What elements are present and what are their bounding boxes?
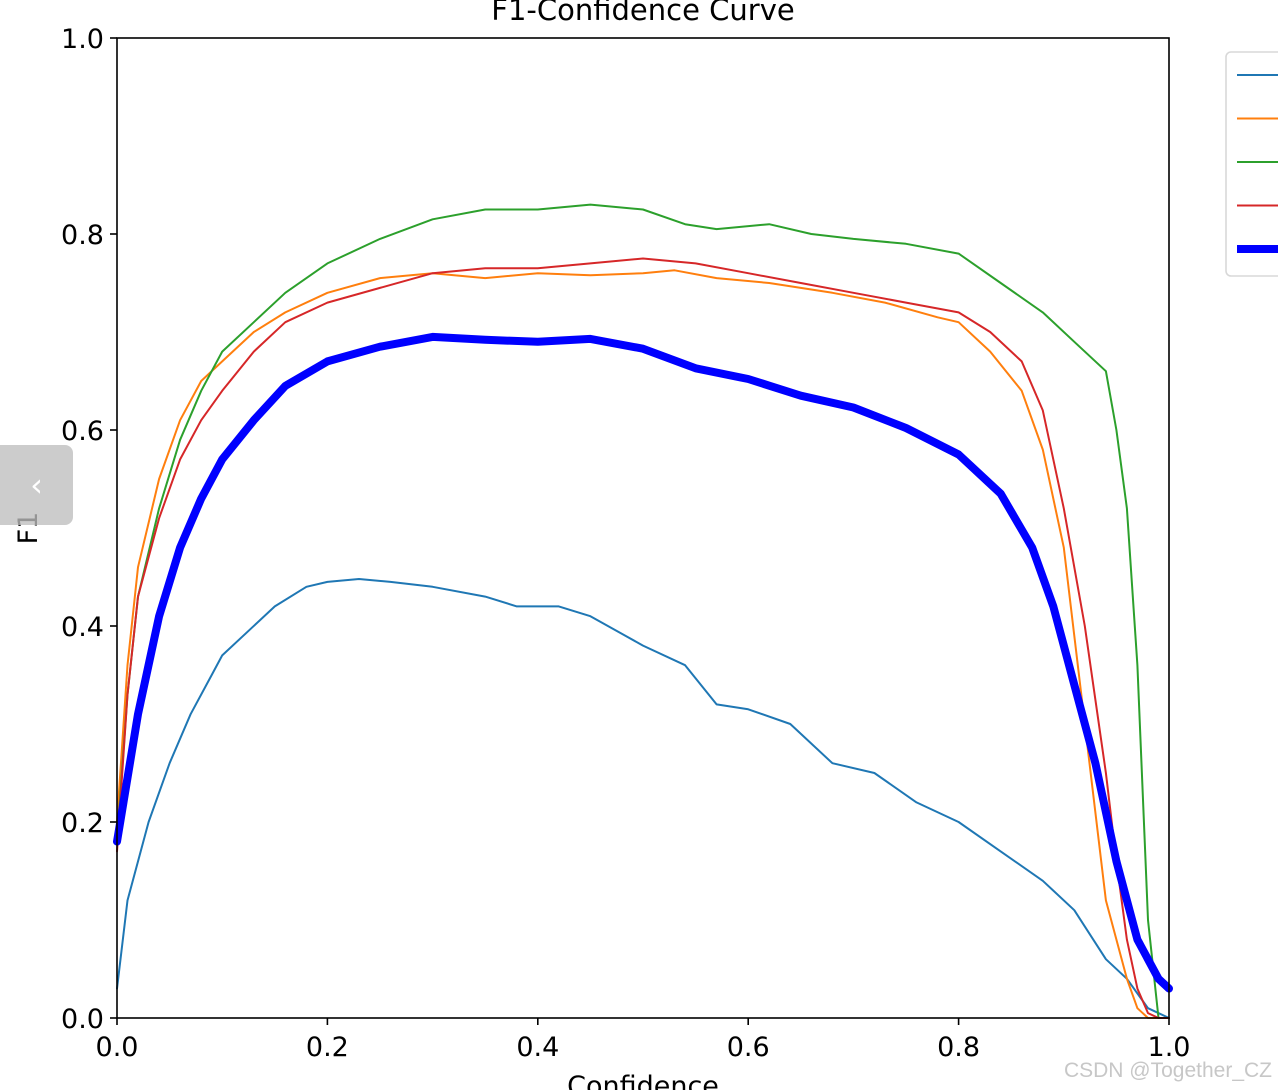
series-line-3 [116,203,1170,1019]
series-line-4 [116,257,1170,1019]
series-line-1 [116,578,1170,1019]
x-axis: 0.0 0.2 0.4 0.6 0.8 1.0 [96,1018,1191,1063]
y-tick-label: 1.0 [61,24,104,55]
x-tick-label: 0.0 [96,1032,139,1063]
series-line-5 [113,332,1173,993]
y-tick-label: 0.2 [61,808,104,839]
prev-image-button[interactable]: ‹ [0,445,73,525]
chevron-left-icon: ‹ [30,466,43,504]
y-axis: 0.0 0.2 0.4 0.6 0.8 1.0 [61,24,117,1035]
y-tick-label: 0.0 [61,1004,104,1035]
x-tick-label: 0.4 [516,1032,559,1063]
x-tick-label: 0.8 [937,1032,980,1063]
watermark: CSDN @Together_CZ [1064,1059,1272,1082]
y-tick-label: 0.8 [61,220,104,251]
legend [1225,51,1278,277]
legend-frame [1225,51,1278,277]
x-axis-label: Confidence [567,1071,719,1090]
x-tick-label: 0.2 [306,1032,349,1063]
y-tick-label: 0.6 [61,416,104,447]
series-layer [113,203,1173,1019]
legend-entries [1237,74,1278,253]
y-tick-label: 0.4 [61,612,104,643]
x-tick-label: 0.6 [727,1032,770,1063]
chart-title: F1-Confidence Curve [491,0,794,27]
x-tick-label: 1.0 [1148,1032,1191,1063]
series-line-2 [116,269,1170,1019]
plot-frame [116,37,1170,1019]
